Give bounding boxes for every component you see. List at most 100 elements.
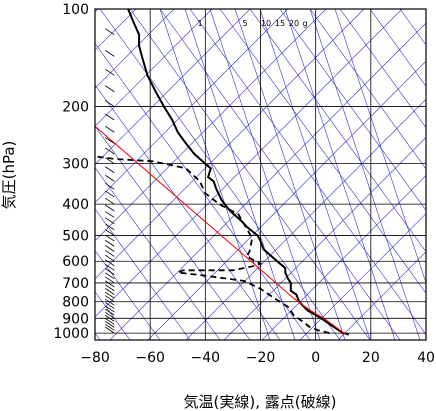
mixing-ratio-line: [159, 9, 271, 340]
dry-adiabat: [95, 42, 311, 340]
wind-barb: [105, 157, 115, 164]
dry-adiabat: [129, 9, 371, 340]
y-tick-label: 300: [62, 157, 89, 173]
plot-frame: [94, 8, 427, 341]
wind-barb: [105, 223, 115, 231]
moist-adiabat: [109, 22, 426, 340]
wind-barb: [105, 263, 115, 271]
mixing-ratio-line: [234, 9, 346, 340]
moist-adiabat: [147, 60, 426, 340]
moist-adiabat: [337, 251, 426, 340]
wind-barb: [105, 211, 115, 218]
wind-barb: [105, 166, 115, 174]
wind-barb: [105, 245, 115, 252]
wind-barb: [105, 315, 115, 322]
moist-adiabat: [95, 9, 251, 165]
x-tick-label: −60: [135, 350, 165, 366]
wind-barb: [105, 204, 115, 212]
wind-barb: [105, 137, 115, 144]
x-axis-title: 気温(実線), 露点(破線): [184, 393, 337, 411]
x-tick-label: 0: [311, 350, 320, 366]
wind-barb: [105, 190, 115, 198]
mixing-ratio-label: 10: [261, 19, 271, 28]
wind-barb: [105, 308, 115, 316]
wind-barb: [105, 259, 115, 267]
wind-barb: [105, 280, 115, 288]
mixing-ratio-label: 5: [242, 19, 247, 28]
dry-adiabat: [99, 9, 341, 340]
mixing-ratio-line: [184, 9, 296, 340]
wind-barb: [105, 298, 115, 306]
wind-barbs: [105, 9, 115, 334]
x-tick-label: −80: [80, 350, 110, 366]
parcel-line: [95, 125, 347, 335]
wind-barb: [105, 284, 115, 292]
wind-barb: [105, 272, 115, 280]
wind-barb: [105, 125, 115, 133]
x-tick-label: −20: [246, 350, 276, 366]
moist-adiabat: [95, 9, 365, 280]
wind-barb: [105, 295, 115, 303]
wind-barb: [105, 50, 115, 57]
wind-barb: [105, 68, 115, 76]
moist-adiabat: [95, 9, 175, 89]
mixing-ratio-label: 1: [197, 19, 202, 28]
mixing-ratio-label: 20: [289, 19, 299, 28]
dry-adiabat-lines: [95, 9, 426, 340]
y-tick-label: 500: [62, 229, 89, 245]
dry-adiabat: [279, 9, 426, 211]
mixing-ratio-line: [209, 9, 321, 340]
mixing-ratio-line: [309, 9, 421, 340]
moist-adiabat: [299, 213, 426, 340]
y-axis-title: 気圧(hPa): [0, 141, 18, 210]
wind-barb: [105, 254, 115, 262]
wind-barb: [105, 326, 115, 334]
wind-barb: [105, 28, 115, 35]
wind-barb: [113, 9, 115, 10]
wind-barb: [105, 240, 115, 247]
wind-barb: [105, 311, 115, 319]
wind-barb: [105, 174, 115, 182]
mixing-ratio-labels: 1 5 10 15 20 g: [197, 19, 307, 28]
wind-barb: [105, 197, 115, 205]
x-tick-label: −40: [191, 350, 221, 366]
y-tick-label: 200: [62, 100, 89, 116]
y-tick-label: 100: [62, 2, 89, 18]
wind-barb: [105, 268, 115, 275]
mixing-ratio-line: [284, 9, 396, 340]
y-tick-label: 400: [62, 197, 89, 213]
temperature-line: [127, 9, 350, 336]
y-tick-label: 900: [62, 311, 89, 327]
moist-adiabat: [95, 9, 327, 242]
moist-adiabat: [95, 9, 213, 127]
profile-lines: [95, 9, 350, 336]
y-tick-label: 1000: [53, 326, 89, 342]
wind-barb: [105, 217, 115, 225]
dry-adiabat: [159, 9, 401, 340]
dry-adiabat: [95, 84, 281, 340]
wind-barb: [105, 100, 115, 107]
wind-barb: [105, 302, 115, 309]
dry-adiabat: [399, 9, 426, 46]
wind-barb: [105, 113, 115, 121]
y-tick-label: 700: [62, 276, 89, 292]
wind-barb: [105, 182, 115, 190]
dry-adiabat: [339, 9, 426, 129]
moist-adiabat: [261, 175, 426, 340]
mixing-ratio-label: 15: [275, 19, 285, 28]
x-tick-label: 40: [417, 350, 435, 366]
moist-adiabat: [223, 136, 426, 340]
dry-adiabat: [95, 125, 251, 340]
wind-barb: [105, 85, 115, 93]
wind-barb: [105, 276, 115, 284]
moist-adiabat: [185, 98, 426, 340]
dry-adiabat: [189, 9, 426, 335]
dry-adiabat: [369, 9, 426, 87]
y-tick-label: 600: [62, 254, 89, 270]
wind-barb: [105, 321, 115, 328]
wind-barb: [105, 250, 115, 257]
wind-barb: [105, 147, 115, 155]
mixing-ratio-line: [259, 9, 371, 340]
mixing-ratio-label: g: [302, 19, 307, 28]
